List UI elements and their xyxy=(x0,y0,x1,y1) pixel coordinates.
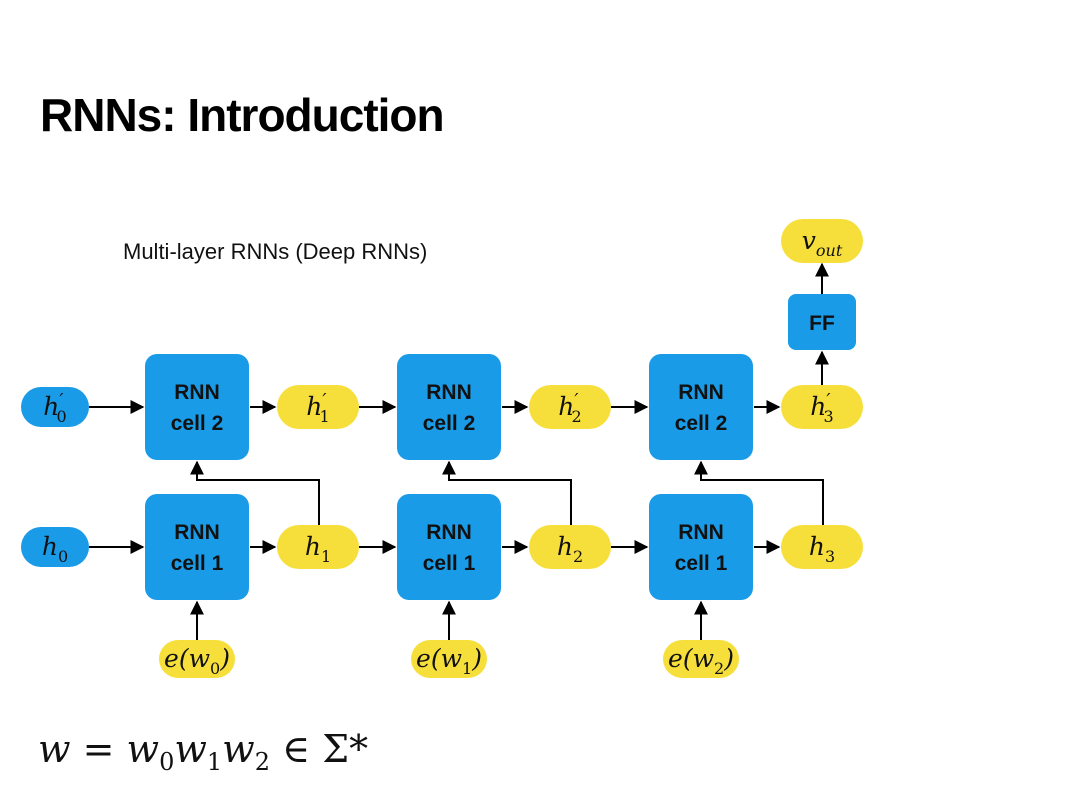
arrow-h-to-cell2-0 xyxy=(190,460,320,525)
diagram-nodes: h′ 0 h0 RNN cell 2 RNN cell 1 h′ 1 h1 e(w0) RNN cell… xyxy=(21,219,863,678)
input-embedding-2-label: e(w2) xyxy=(668,644,734,678)
cell-label-line1: RNN xyxy=(174,521,220,544)
input-embedding-2: e(w2) xyxy=(663,640,739,678)
state-h-3: h3 xyxy=(781,525,863,569)
rnn-cell2-0: RNN cell 2 xyxy=(145,354,249,460)
cell-label-line1: RNN xyxy=(174,381,220,404)
pill-shape xyxy=(781,385,863,429)
connector-lines xyxy=(89,262,829,640)
cell-label-line2: cell 1 xyxy=(423,552,476,575)
diagram-caption: Multi-layer RNNs (Deep RNNs) xyxy=(123,239,427,264)
cell-label-line2: cell 2 xyxy=(423,412,476,435)
pill-shape xyxy=(21,387,89,427)
state-h-prime-1: h′ 1 xyxy=(277,385,359,429)
state-h-3-label: h3 xyxy=(809,532,835,566)
state-h-prime-2: h′ 2 xyxy=(529,385,611,429)
cell-label-line1: RNN xyxy=(426,381,472,404)
input-embedding-0: e(w0) xyxy=(159,640,235,678)
rnn-cell1-0: RNN cell 1 xyxy=(145,494,249,600)
cell-label-line2: cell 2 xyxy=(675,412,728,435)
input-embedding-0-label: e(w0) xyxy=(164,644,230,678)
initial-state-h0: h0 xyxy=(21,527,89,567)
cell-label-line1: RNN xyxy=(678,381,724,404)
pill-shape xyxy=(781,219,863,263)
cell-label-line1: RNN xyxy=(426,521,472,544)
pill-shape xyxy=(411,640,487,678)
cell-label-line2: cell 2 xyxy=(171,412,224,435)
state-h-prime-3-label: h′ 3 xyxy=(810,390,833,426)
cell-label-line2: cell 1 xyxy=(675,552,728,575)
slide-title: RNNs: Introduction xyxy=(40,89,445,141)
pill-shape xyxy=(529,525,611,569)
cell-box xyxy=(397,354,501,460)
state-h-2: h2 xyxy=(529,525,611,569)
ff-label: FF xyxy=(809,312,835,335)
state-h-1-label: h1 xyxy=(305,532,331,566)
state-h-prime-3: h′ 3 xyxy=(781,385,863,429)
pill-shape xyxy=(529,385,611,429)
output-v-out-label: vout xyxy=(802,226,843,260)
rnn-cell2-2: RNN cell 2 xyxy=(649,354,753,460)
cell-box xyxy=(145,494,249,600)
input-embedding-1-label: e(w1) xyxy=(416,644,482,678)
state-h-prime-1-label: h′ 1 xyxy=(306,390,329,426)
initial-state-h0-prime: h′ 0 xyxy=(21,387,89,427)
arrow-h-to-cell2-2 xyxy=(694,460,824,525)
pill-shape xyxy=(663,640,739,678)
state-h-prime-2-label: h′ 2 xyxy=(558,390,581,426)
rnn-cell1-1: RNN cell 1 xyxy=(397,494,501,600)
initial-state-h0-prime-label: h′ 0 xyxy=(43,390,66,426)
cell-label-line1: RNN xyxy=(678,521,724,544)
pill-shape xyxy=(781,525,863,569)
pill-shape xyxy=(277,385,359,429)
pill-shape xyxy=(277,525,359,569)
rnn-cell2-1: RNN cell 2 xyxy=(397,354,501,460)
cell-box xyxy=(649,494,753,600)
pill-shape xyxy=(21,527,89,567)
cell-box xyxy=(397,494,501,600)
sequence-formula: w = w0w1w2 ∈ Σ* xyxy=(38,727,368,776)
state-h-2-label: h2 xyxy=(557,532,583,566)
cell-label-line2: cell 1 xyxy=(171,552,224,575)
feed-forward-block: FF xyxy=(788,294,856,350)
state-h-1: h1 xyxy=(277,525,359,569)
cell-box xyxy=(649,354,753,460)
pill-shape xyxy=(159,640,235,678)
initial-state-h0-label: h0 xyxy=(42,532,68,566)
output-v-out: vout xyxy=(781,219,863,263)
cell-box xyxy=(145,354,249,460)
input-embedding-1: e(w1) xyxy=(411,640,487,678)
arrow-h-to-cell2-1 xyxy=(442,460,572,525)
ff-box xyxy=(788,294,856,350)
rnn-cell1-2: RNN cell 1 xyxy=(649,494,753,600)
